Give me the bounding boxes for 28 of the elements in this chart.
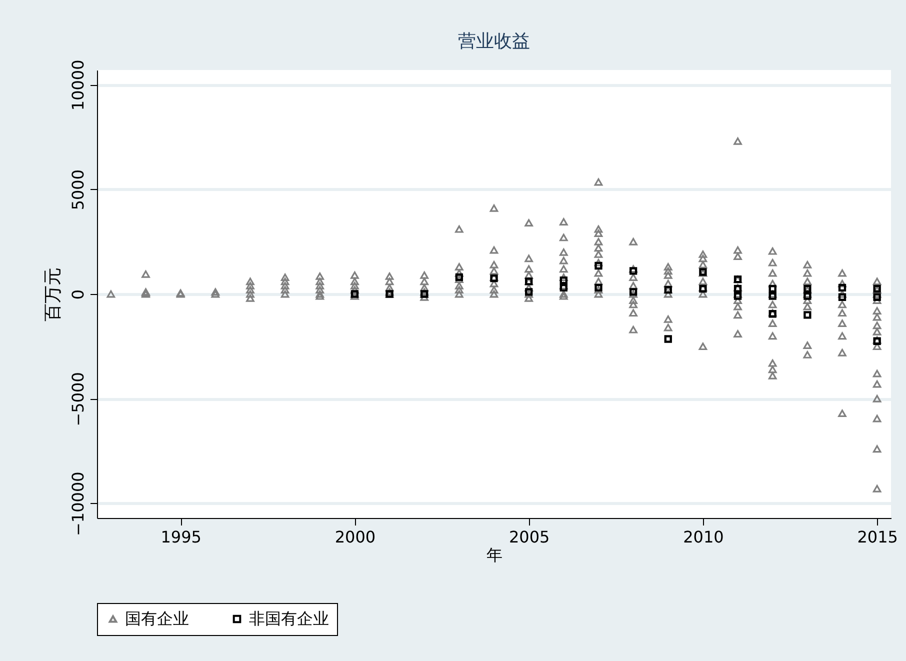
- point: [838, 284, 846, 292]
- point: [560, 284, 568, 292]
- point: [804, 311, 812, 319]
- point: [664, 335, 672, 343]
- x-tick-label: 1995: [160, 528, 202, 546]
- legend-label: 非国有企业: [249, 609, 329, 628]
- point: [560, 276, 568, 284]
- point: [734, 292, 742, 300]
- y-axis-title: 百万元: [42, 268, 64, 322]
- y-tick-label: −10000: [68, 472, 88, 536]
- x-axis-title: 年: [486, 546, 502, 564]
- x-tick-label: 2005: [508, 528, 550, 546]
- point: [768, 284, 776, 293]
- point: [768, 292, 776, 300]
- point: [594, 262, 602, 270]
- x-tick-label: 2000: [334, 528, 376, 546]
- legend-label: 国有企业: [125, 609, 189, 628]
- x-tick-label: 2010: [683, 528, 724, 546]
- y-tick-label: 0: [68, 289, 88, 300]
- y-tick-label: 10000: [68, 60, 88, 111]
- point: [804, 292, 812, 300]
- point: [629, 267, 638, 275]
- x-tick-label: 2015: [857, 528, 898, 546]
- point: [838, 293, 846, 301]
- y-tick-label: 5000: [68, 169, 88, 210]
- chart-title: 营业收益: [458, 31, 530, 52]
- y-tick-label: −5000: [68, 372, 88, 426]
- point: [873, 293, 881, 301]
